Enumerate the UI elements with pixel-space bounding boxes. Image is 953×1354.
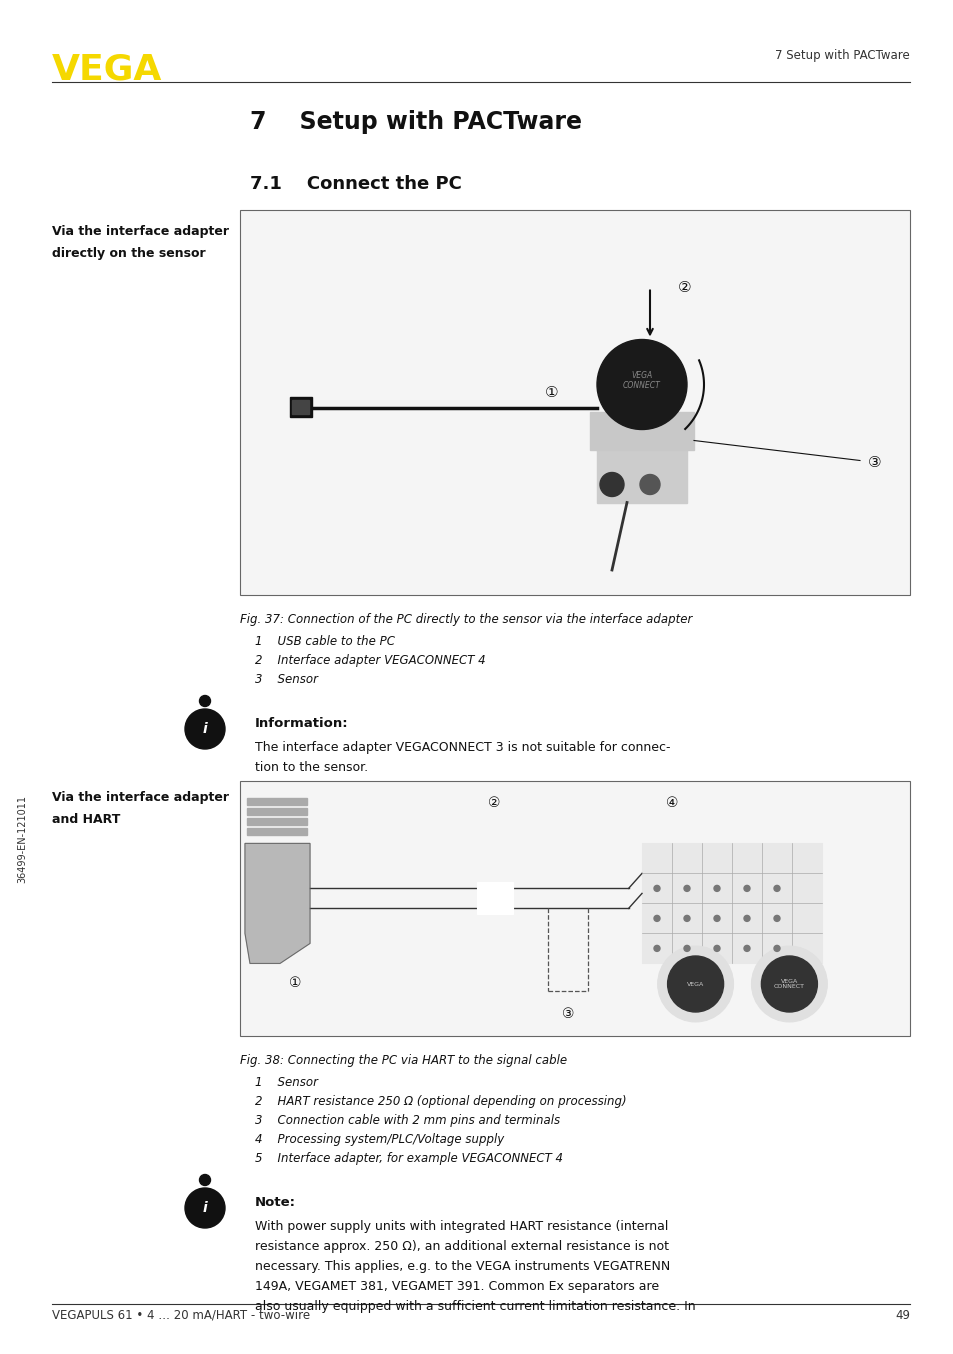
Bar xyxy=(247,799,307,806)
Text: ①: ① xyxy=(289,976,301,990)
Text: 49: 49 xyxy=(894,1309,909,1322)
Text: VEGA: VEGA xyxy=(52,51,162,87)
Circle shape xyxy=(199,696,211,707)
Bar xyxy=(589,413,693,451)
Text: 7 Setup with PACTware: 7 Setup with PACTware xyxy=(775,49,909,62)
Circle shape xyxy=(743,886,749,891)
Text: Fig. 38: Connecting the PC via HART to the signal cable: Fig. 38: Connecting the PC via HART to t… xyxy=(240,1053,566,1067)
Bar xyxy=(290,398,312,417)
Circle shape xyxy=(773,886,780,891)
Circle shape xyxy=(599,473,623,497)
Text: ④: ④ xyxy=(665,796,678,810)
Circle shape xyxy=(683,915,689,922)
Text: 36499-EN-121011: 36499-EN-121011 xyxy=(17,796,27,883)
Text: tion to the sensor.: tion to the sensor. xyxy=(254,761,368,774)
Text: i: i xyxy=(202,1201,207,1215)
Text: Fig. 37: Connection of the PC directly to the sensor via the interface adapter: Fig. 37: Connection of the PC directly t… xyxy=(240,613,692,626)
Circle shape xyxy=(667,956,722,1011)
Bar xyxy=(247,818,307,826)
Polygon shape xyxy=(245,844,310,964)
Circle shape xyxy=(654,886,659,891)
Bar xyxy=(597,448,686,502)
Bar xyxy=(240,210,909,594)
Text: directly on the sensor: directly on the sensor xyxy=(52,246,206,260)
Text: 149A, VEGAMET 381, VEGAMET 391. Common Ex separators are: 149A, VEGAMET 381, VEGAMET 391. Common E… xyxy=(254,1280,659,1293)
Circle shape xyxy=(760,956,817,1011)
Bar xyxy=(476,883,512,914)
Text: ②: ② xyxy=(488,796,500,810)
Text: The interface adapter VEGACONNECT 3 is not suitable for connec-: The interface adapter VEGACONNECT 3 is n… xyxy=(254,741,670,754)
Bar xyxy=(641,844,821,964)
Text: 3    Connection cable with 2 mm pins and terminals: 3 Connection cable with 2 mm pins and te… xyxy=(254,1114,559,1127)
Text: 7    Setup with PACTware: 7 Setup with PACTware xyxy=(250,110,581,134)
Text: resistance approx. 250 Ω), an additional external resistance is not: resistance approx. 250 Ω), an additional… xyxy=(254,1240,668,1252)
Text: necessary. This applies, e.g. to the VEGA instruments VEGATRENN: necessary. This applies, e.g. to the VEG… xyxy=(254,1261,670,1273)
Circle shape xyxy=(743,945,749,952)
Circle shape xyxy=(654,915,659,922)
Text: and HART: and HART xyxy=(52,812,120,826)
Circle shape xyxy=(683,886,689,891)
Text: Note:: Note: xyxy=(254,1196,295,1209)
Circle shape xyxy=(199,1174,211,1186)
Text: 2    HART resistance 250 Ω (optional depending on processing): 2 HART resistance 250 Ω (optional depend… xyxy=(254,1095,626,1108)
Circle shape xyxy=(713,915,720,922)
Text: Information:: Information: xyxy=(254,718,348,730)
Text: VEGA: VEGA xyxy=(686,982,703,987)
Text: With power supply units with integrated HART resistance (internal: With power supply units with integrated … xyxy=(254,1220,668,1233)
Bar xyxy=(247,829,307,835)
Text: 4    Processing system/PLC/Voltage supply: 4 Processing system/PLC/Voltage supply xyxy=(254,1133,504,1145)
Text: Via the interface adapter: Via the interface adapter xyxy=(52,225,229,238)
Text: ③: ③ xyxy=(867,455,881,470)
Text: 5    Interface adapter, for example VEGACONNECT 4: 5 Interface adapter, for example VEGACON… xyxy=(254,1152,562,1164)
Text: 3    Sensor: 3 Sensor xyxy=(254,673,317,686)
Circle shape xyxy=(597,340,686,429)
Text: VEGA
CONNECT: VEGA CONNECT xyxy=(773,979,804,990)
Circle shape xyxy=(185,709,225,749)
Bar xyxy=(247,808,307,815)
Circle shape xyxy=(773,945,780,952)
Circle shape xyxy=(654,945,659,952)
Circle shape xyxy=(185,1187,225,1228)
Circle shape xyxy=(683,945,689,952)
Text: VEGA
CONNECT: VEGA CONNECT xyxy=(622,371,660,390)
Bar xyxy=(240,781,909,1036)
Text: also usually equipped with a sufficient current limitation resistance. In: also usually equipped with a sufficient … xyxy=(254,1300,695,1313)
Text: ③: ③ xyxy=(561,1007,574,1021)
Text: Via the interface adapter: Via the interface adapter xyxy=(52,791,229,804)
Circle shape xyxy=(657,946,733,1022)
Circle shape xyxy=(639,474,659,494)
Text: VEGAPULS 61 • 4 … 20 mA/HART - two-wire: VEGAPULS 61 • 4 … 20 mA/HART - two-wire xyxy=(52,1309,310,1322)
Bar xyxy=(292,401,309,414)
Text: 7.1    Connect the PC: 7.1 Connect the PC xyxy=(250,175,461,194)
Circle shape xyxy=(713,886,720,891)
Text: 1    Sensor: 1 Sensor xyxy=(254,1076,317,1089)
Text: ②: ② xyxy=(678,280,691,295)
Circle shape xyxy=(773,915,780,922)
Circle shape xyxy=(713,945,720,952)
Circle shape xyxy=(743,915,749,922)
Text: 1    USB cable to the PC: 1 USB cable to the PC xyxy=(254,635,395,649)
Circle shape xyxy=(751,946,826,1022)
Text: 2    Interface adapter VEGACONNECT 4: 2 Interface adapter VEGACONNECT 4 xyxy=(254,654,485,668)
Text: ①: ① xyxy=(544,385,558,399)
Text: i: i xyxy=(202,722,207,737)
